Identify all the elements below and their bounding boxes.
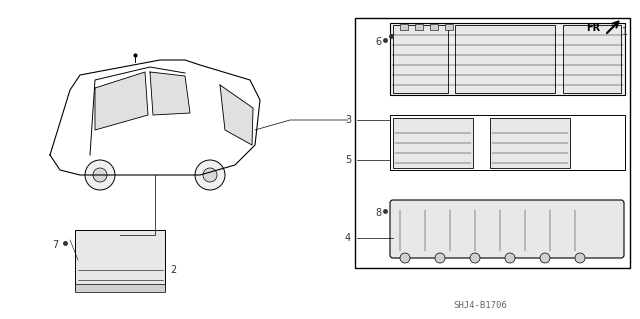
Circle shape [435,253,445,263]
Text: 5: 5 [345,155,351,165]
Text: 7: 7 [52,240,58,250]
Circle shape [575,253,585,263]
Circle shape [540,253,550,263]
Bar [415,24,423,30]
Bar [563,25,621,93]
Circle shape [85,160,115,190]
Bar [393,118,473,168]
Circle shape [195,160,225,190]
Text: 4: 4 [345,233,351,243]
Bar [393,25,448,93]
Bar [400,24,408,30]
Bar [390,115,625,170]
Bar [355,18,630,268]
Text: 6: 6 [375,37,381,47]
Text: 2: 2 [170,265,176,275]
Polygon shape [220,85,253,145]
Text: SHJ4-B1706: SHJ4-B1706 [453,300,507,309]
Bar [490,118,570,168]
Text: 1: 1 [622,27,628,37]
Text: 8: 8 [375,208,381,218]
Circle shape [505,253,515,263]
Bar [430,24,438,30]
Text: FR: FR [586,23,600,33]
Circle shape [203,168,217,182]
FancyBboxPatch shape [390,200,624,258]
Bar [455,25,555,93]
Bar [445,24,453,30]
Bar [75,230,165,290]
Circle shape [400,253,410,263]
Circle shape [93,168,107,182]
Text: 3: 3 [345,115,351,125]
Bar [390,23,625,95]
Circle shape [470,253,480,263]
Bar [75,284,165,292]
Polygon shape [95,72,148,130]
Polygon shape [150,72,190,115]
